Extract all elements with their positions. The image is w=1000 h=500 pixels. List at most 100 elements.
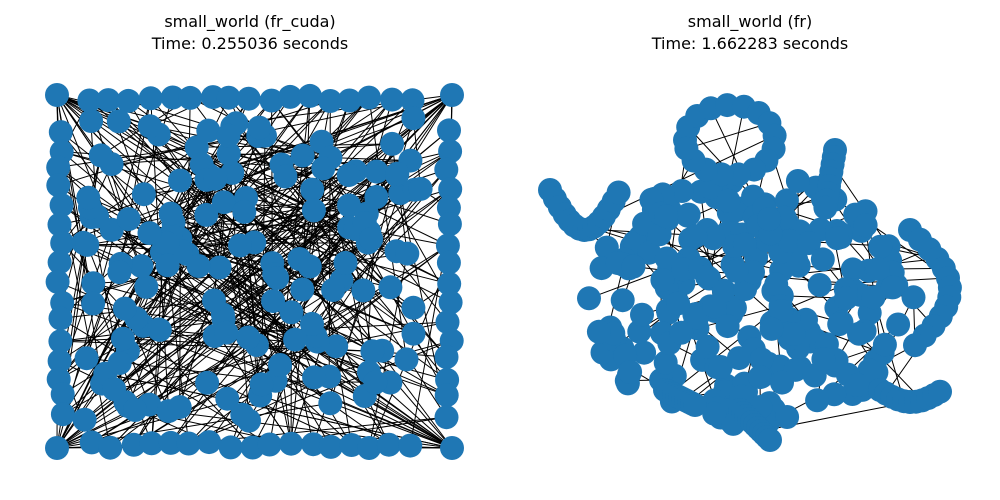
- graph-node: [401, 321, 426, 346]
- graph-node: [79, 109, 104, 133]
- graph-node: [886, 312, 911, 337]
- graph-node: [653, 350, 678, 375]
- graph-node: [216, 85, 241, 110]
- graph-node: [632, 340, 657, 365]
- graph-node: [203, 166, 228, 191]
- graph-node: [810, 247, 835, 272]
- graph-node: [807, 273, 832, 297]
- panel-title-line1: small_world (fr_cuda): [164, 12, 336, 31]
- graph-node: [357, 436, 382, 460]
- graph-node: [436, 250, 461, 275]
- graph-node: [434, 405, 459, 430]
- graph-node: [121, 432, 146, 457]
- graph-node: [146, 317, 171, 342]
- graph-edge: [603, 135, 775, 217]
- graph-node: [48, 306, 73, 331]
- graph-node: [775, 405, 800, 429]
- graph-node: [670, 179, 694, 203]
- graph-edge: [61, 204, 453, 449]
- graph-node: [758, 428, 782, 452]
- graph-node: [351, 278, 376, 303]
- graph-node: [630, 302, 654, 327]
- graph-node: [301, 432, 326, 457]
- graph-node: [764, 272, 789, 297]
- graph-node: [45, 269, 70, 294]
- graph-node: [290, 143, 315, 168]
- graph-node: [434, 345, 459, 369]
- graph-node: [311, 156, 336, 181]
- graph-node: [732, 232, 757, 257]
- graph-node: [880, 275, 905, 300]
- graph-node: [785, 169, 810, 193]
- graph-node: [79, 430, 104, 455]
- graph-node: [380, 131, 405, 156]
- graph-node: [158, 201, 183, 226]
- graph-node: [438, 139, 463, 164]
- graph-edge: [83, 94, 453, 244]
- graph-node: [435, 310, 460, 335]
- graph-edge: [61, 146, 197, 244]
- graph-node: [74, 346, 99, 371]
- graph-drawing-fr-cuda: [45, 83, 464, 460]
- graph-node: [708, 355, 733, 379]
- graph-node: [901, 285, 926, 310]
- graph-node: [440, 83, 464, 107]
- graph-node: [302, 365, 327, 390]
- graph-edge: [56, 94, 330, 377]
- graph-node: [868, 234, 893, 259]
- graph-node: [45, 83, 69, 107]
- graph-node: [715, 314, 740, 339]
- graph-node: [669, 320, 694, 345]
- graph-node: [297, 254, 322, 279]
- graph-node: [131, 182, 156, 207]
- graph-node: [437, 212, 462, 236]
- graph-node: [727, 346, 751, 371]
- graph-node: [359, 227, 384, 252]
- graph-node: [749, 347, 774, 372]
- graph-node: [123, 398, 148, 422]
- graph-drawing-fr: [538, 93, 962, 452]
- graph-edge: [214, 99, 393, 337]
- graph-node: [759, 316, 784, 341]
- graph-node: [702, 401, 727, 426]
- graph-node: [168, 168, 192, 193]
- graph-node: [48, 329, 73, 354]
- graph-node: [364, 159, 389, 184]
- graph-node: [75, 232, 100, 257]
- graph-node: [107, 260, 132, 285]
- graph-node: [928, 379, 952, 404]
- graph-node: [236, 86, 261, 111]
- graph-node: [434, 157, 459, 182]
- graph-node: [214, 320, 239, 345]
- graph-node: [110, 326, 135, 351]
- graph-node: [47, 250, 72, 275]
- graph-node: [300, 311, 324, 336]
- graph-node: [218, 435, 243, 460]
- graph-node: [45, 436, 69, 460]
- graph-node: [158, 430, 183, 455]
- graph-node: [216, 123, 241, 148]
- graph-node: [116, 207, 141, 232]
- graph-node: [438, 177, 463, 202]
- graph-node: [440, 436, 464, 460]
- graph-node: [300, 177, 325, 202]
- graph-node: [872, 332, 897, 357]
- graph-node: [805, 388, 830, 413]
- graph-node: [865, 256, 890, 281]
- graph-node: [178, 85, 203, 110]
- graph-node: [333, 250, 358, 275]
- graph-node: [232, 199, 257, 224]
- graph-node: [722, 295, 747, 320]
- graph-node: [77, 88, 102, 113]
- graph-node: [811, 347, 836, 372]
- graph-node: [695, 334, 720, 359]
- graph-node: [618, 360, 643, 384]
- graph-node: [769, 299, 794, 323]
- graph-node: [395, 241, 420, 266]
- graph-node: [202, 288, 226, 313]
- graph-node: [401, 295, 426, 320]
- graph-node: [96, 88, 121, 113]
- panel-title-line1: small_world (fr): [687, 12, 813, 31]
- graph-edge: [100, 154, 241, 246]
- graph-node: [337, 88, 362, 113]
